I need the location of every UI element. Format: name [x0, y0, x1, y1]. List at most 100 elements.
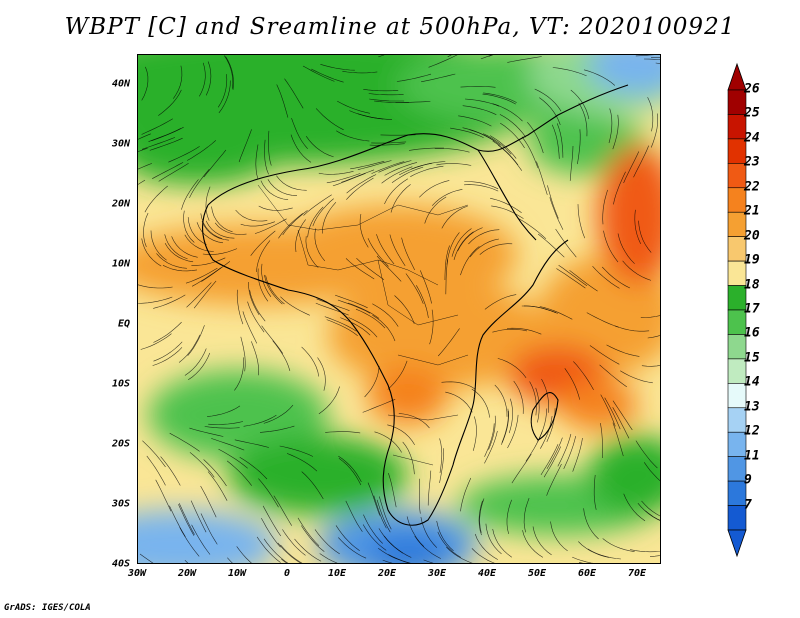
- streamline: [623, 493, 646, 522]
- streamline: [314, 228, 326, 262]
- streamline: [227, 557, 233, 563]
- streamline: [290, 134, 312, 163]
- streamline: [424, 196, 447, 224]
- streamline: [348, 317, 378, 338]
- streamline: [499, 114, 527, 138]
- streamline: [355, 308, 386, 329]
- streamline: [388, 473, 397, 508]
- streamline: [394, 295, 415, 325]
- map-title: WBPT [C] and Sreamline at 500hPa, VT: 20…: [64, 14, 736, 40]
- streamline: [138, 284, 173, 289]
- streamline: [205, 61, 212, 96]
- streamline: [469, 238, 499, 258]
- streamline: [326, 173, 361, 184]
- streamline: [419, 180, 450, 198]
- streamline: [273, 495, 292, 526]
- streamline: [398, 413, 430, 429]
- streamline: [250, 230, 276, 256]
- streamline: [384, 178, 409, 205]
- streamline: [484, 423, 495, 457]
- colorbar-label: 11: [744, 448, 760, 464]
- streamline: [406, 516, 425, 547]
- streamline: [637, 503, 660, 521]
- streamline: [451, 228, 472, 257]
- streamline: [314, 529, 340, 555]
- streamline: [612, 422, 624, 457]
- colorbar-label: 24: [744, 130, 760, 146]
- streamline: [458, 115, 492, 127]
- streamline: [211, 438, 245, 451]
- streamline: [462, 127, 495, 142]
- streamline: [153, 294, 186, 309]
- streamline: [322, 202, 337, 234]
- streamline: [599, 364, 627, 388]
- streamline: [336, 130, 370, 142]
- streamline: [441, 205, 468, 229]
- colorbar-label: 19: [744, 252, 760, 268]
- streamline: [307, 206, 324, 238]
- streamline: [148, 128, 181, 142]
- streamline: [196, 222, 224, 244]
- streamline: [573, 361, 594, 390]
- lon-label-10e: 10E: [327, 568, 347, 579]
- lon-label-50e: 50E: [527, 568, 547, 579]
- streamline: [297, 517, 320, 547]
- streamline: [480, 55, 493, 60]
- streamline: [508, 398, 513, 434]
- streamline: [264, 139, 269, 175]
- credit-text: GrADS: IGES/COLA: [4, 603, 91, 613]
- colorbar-label: 18: [744, 277, 760, 293]
- streamline: [401, 237, 415, 271]
- colorbar-label: 13: [744, 399, 760, 415]
- streamline: [139, 553, 154, 563]
- streamline: [141, 137, 176, 150]
- streamline: [334, 294, 368, 309]
- streamline: [200, 213, 223, 239]
- streamline: [281, 558, 288, 563]
- lon-label-30e: 30E: [427, 568, 447, 579]
- streamline: [556, 268, 586, 289]
- colorbar-label: 25: [744, 105, 760, 121]
- streamline: [234, 439, 269, 448]
- streamline: [523, 305, 558, 314]
- streamline: [320, 64, 355, 71]
- streamline: [346, 174, 377, 194]
- streamline: [141, 118, 173, 135]
- streamline: [378, 160, 412, 173]
- streamline: [169, 432, 200, 452]
- streamline: [357, 160, 392, 170]
- streamline: [563, 436, 576, 470]
- streamline: [472, 416, 477, 451]
- colorbar-label: 15: [744, 350, 760, 366]
- streamline: [643, 58, 660, 60]
- streamline: [572, 437, 583, 472]
- streamline: [272, 340, 291, 371]
- streamline: [541, 378, 550, 413]
- streamline: [369, 143, 405, 146]
- lat-label-40s: 40S: [111, 558, 130, 570]
- streamline: [337, 299, 371, 314]
- streamline: [483, 92, 517, 103]
- lat-label-30n: 30N: [111, 138, 130, 150]
- streamline: [257, 268, 269, 302]
- map-panel: [137, 54, 661, 564]
- streamline: [552, 67, 587, 77]
- streamline: [256, 240, 271, 273]
- streamline: [546, 463, 562, 496]
- lon-label-0: 0: [283, 568, 291, 579]
- streamline: [259, 425, 295, 433]
- streamline: [260, 180, 289, 200]
- streamline: [234, 357, 244, 391]
- streamline: [362, 524, 387, 551]
- streamline: [340, 317, 371, 336]
- streamline: [437, 328, 460, 357]
- streamline: [312, 198, 334, 227]
- streamline: [225, 56, 234, 90]
- streamline: [325, 431, 361, 434]
- streamline: [359, 214, 369, 248]
- streamline: [373, 495, 387, 529]
- streamline: [540, 444, 559, 476]
- streamline: [420, 270, 432, 304]
- streamline: [617, 233, 635, 264]
- streamline: [428, 55, 458, 68]
